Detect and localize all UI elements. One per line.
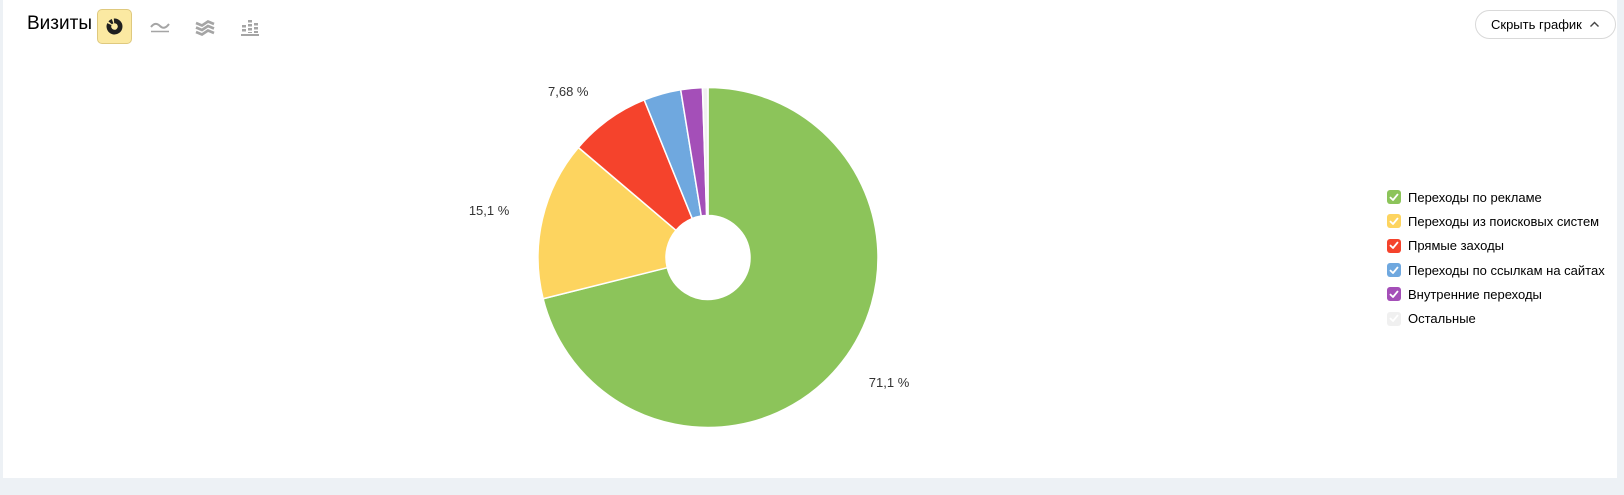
check-icon xyxy=(1389,241,1399,250)
legend-checkbox[interactable] xyxy=(1387,190,1401,205)
legend-checkbox[interactable] xyxy=(1387,214,1401,229)
legend-label: Внутренние переходы xyxy=(1408,286,1542,302)
legend-label: Прямые заходы xyxy=(1408,238,1505,254)
legend-label: Переходы по рекламе xyxy=(1408,189,1542,205)
pie-slice[interactable] xyxy=(537,146,677,300)
legend-checkbox[interactable] xyxy=(1387,311,1401,326)
pie-slice[interactable] xyxy=(701,86,709,217)
slice-percent-label: 7,68 % xyxy=(548,84,589,99)
legend-item[interactable]: Переходы по ссылкам на сайтах xyxy=(1387,258,1605,282)
widget-title: Визиты xyxy=(27,13,92,34)
chart-type-pie-button[interactable] xyxy=(97,9,132,44)
hide-chart-label: Скрыть график xyxy=(1491,17,1582,32)
legend-item[interactable]: Переходы по рекламе xyxy=(1387,185,1605,209)
visits-chart-panel: 71,1 % 15,1 % 7,68 % Визиты xyxy=(3,0,1617,478)
chart-type-stacked-button[interactable] xyxy=(187,9,222,44)
legend-checkbox[interactable] xyxy=(1387,287,1401,302)
chart-legend: Переходы по рекламе Переходы из поисковых… xyxy=(1387,185,1605,331)
legend-label: Переходы по ссылкам на сайтах xyxy=(1408,262,1605,278)
chevron-up-icon xyxy=(1589,21,1599,27)
legend-checkbox[interactable] xyxy=(1387,238,1401,253)
donut-chart: 71,1 % 15,1 % 7,68 % xyxy=(469,84,910,429)
pie-chart-icon xyxy=(106,18,123,35)
legend-checkbox[interactable] xyxy=(1387,263,1401,278)
check-icon xyxy=(1389,193,1399,201)
legend-item[interactable]: Остальные xyxy=(1387,306,1605,330)
hide-chart-button[interactable]: Скрыть график xyxy=(1475,10,1616,39)
check-icon xyxy=(1389,266,1399,274)
legend-item[interactable]: Переходы из поисковых систем xyxy=(1387,209,1605,233)
pie-slice[interactable] xyxy=(542,86,879,429)
chart-type-line-button[interactable] xyxy=(142,9,177,44)
stacked-area-icon xyxy=(195,19,214,36)
check-icon xyxy=(1389,217,1399,225)
legend-label: Остальные xyxy=(1408,311,1476,327)
check-icon xyxy=(1389,290,1399,298)
check-icon xyxy=(1389,314,1399,323)
slice-percent-label: 71,1 % xyxy=(869,375,910,390)
slice-percent-label: 15,1 % xyxy=(469,203,510,218)
legend-item[interactable]: Прямые заходы xyxy=(1387,234,1605,258)
column-chart-icon xyxy=(240,19,259,36)
chart-type-columns-button[interactable] xyxy=(232,9,267,44)
legend-label: Переходы из поисковых систем xyxy=(1408,213,1600,229)
chart-type-switcher xyxy=(97,9,267,44)
legend-item[interactable]: Внутренние переходы xyxy=(1387,282,1605,306)
line-chart-icon xyxy=(149,22,170,32)
